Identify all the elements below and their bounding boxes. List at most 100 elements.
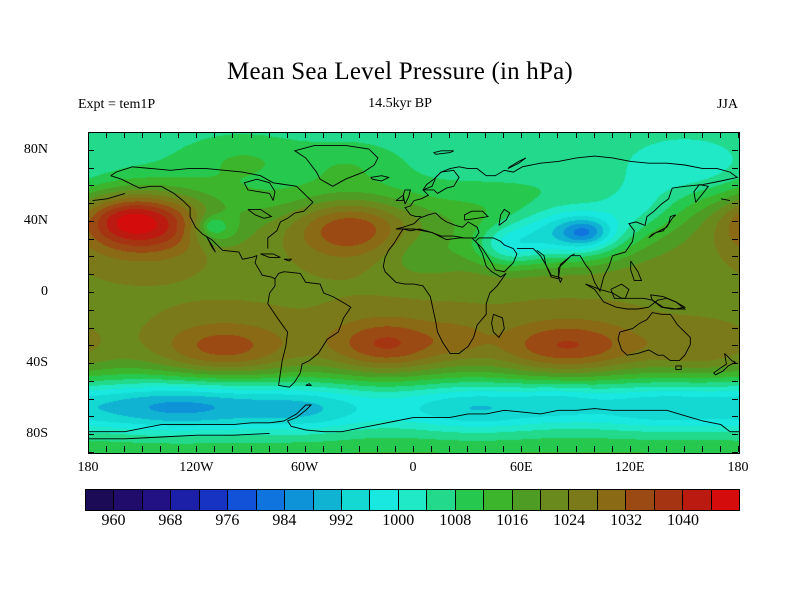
colorbar-tick-label: 1008 (439, 512, 472, 529)
coastline-path (558, 277, 562, 282)
x-axis-label: 120E (614, 460, 645, 475)
y-axis-tick (88, 132, 94, 133)
colorbar-swatch (256, 490, 286, 510)
x-axis-tick (521, 446, 523, 452)
x-axis-tick (142, 132, 144, 138)
y-axis-tick (732, 345, 738, 347)
y-axis-tick (732, 292, 738, 293)
colorbar-swatch (114, 490, 143, 510)
colorbar-swatch (484, 490, 513, 510)
coastline-path (89, 405, 739, 432)
x-axis-tick (449, 132, 451, 138)
coastline-path (93, 193, 730, 200)
x-axis-tick (683, 132, 685, 138)
coastline-path (248, 209, 272, 218)
x-axis-label: 0 (409, 460, 417, 475)
coastline-path (651, 295, 685, 309)
coastline-path (89, 433, 270, 438)
x-axis-tick (106, 446, 108, 452)
y-axis-tick (732, 363, 738, 365)
y-axis-tick (88, 452, 94, 453)
x-axis-tick (214, 446, 216, 452)
y-axis-label: 40N (23, 212, 48, 228)
colorbar-swatch (142, 490, 172, 510)
coastline-path (261, 254, 281, 258)
x-axis-tick (738, 446, 739, 452)
x-axis-tick (250, 132, 252, 138)
coastline-path (465, 211, 488, 220)
y-axis-tick (732, 256, 738, 258)
x-axis-tick (124, 132, 126, 138)
x-axis-tick (431, 132, 433, 138)
colorbar-swatch (683, 490, 712, 510)
colorbar-tick-label: 968 (158, 512, 183, 529)
y-axis-tick (732, 220, 738, 222)
x-axis-tick (593, 446, 595, 452)
x-axis-tick (503, 132, 505, 138)
coastline-path (111, 176, 275, 279)
coastline-path (631, 261, 642, 281)
x-axis-tick (232, 132, 234, 138)
coastline-path (508, 158, 526, 169)
y-axis-tick (88, 274, 94, 276)
x-axis-tick (196, 446, 198, 452)
y-axis-tick (732, 434, 738, 436)
colorbar-swatch (199, 490, 229, 510)
x-axis-tick (358, 446, 360, 452)
y-axis-tick (88, 256, 94, 258)
x-axis-tick (304, 132, 306, 138)
x-axis-tick (557, 132, 559, 138)
x-axis-tick (304, 446, 306, 452)
x-axis-tick (467, 446, 469, 452)
y-axis-tick (88, 292, 94, 293)
y-axis-label: 80S (26, 426, 48, 442)
coastline-path (111, 167, 313, 249)
x-axis-tick (719, 446, 721, 452)
coastline-path (244, 179, 275, 200)
coastline-path (206, 236, 215, 252)
x-axis-label: 180 (727, 460, 749, 475)
x-axis-tick (340, 132, 342, 138)
colorbar-swatch (569, 490, 598, 510)
season-label: JJA (716, 97, 738, 112)
x-axis-tick (322, 446, 324, 452)
x-axis-tick (449, 446, 451, 452)
x-axis-tick (413, 446, 414, 452)
x-axis-tick (485, 446, 487, 452)
colorbar-swatch (313, 490, 342, 510)
x-axis-tick (286, 132, 288, 138)
coastline-path (396, 195, 403, 200)
x-axis-tick (611, 446, 613, 452)
y-axis-tick (732, 452, 738, 453)
page-title: Mean Sea Level Pressure (in hPa) (227, 58, 573, 85)
x-axis-label: 120W (179, 460, 214, 475)
colorbar-tick-label: 1040 (667, 512, 700, 529)
colorbar-swatch (398, 490, 428, 510)
colorbar-swatch (626, 490, 655, 510)
coastline-path (676, 366, 681, 370)
pressure-field-raster (89, 133, 739, 453)
coastline-path (403, 190, 410, 204)
coastline-path (268, 272, 351, 388)
coastline-path (396, 213, 479, 238)
colorbar-swatch (455, 490, 485, 510)
y-axis-tick (732, 398, 738, 400)
coastline-path (405, 156, 737, 291)
x-axis-tick (647, 132, 649, 138)
y-axis-tick (732, 185, 738, 187)
colorbar-swatch (512, 490, 541, 510)
x-axis-tick (647, 446, 649, 452)
y-axis-tick (88, 167, 94, 169)
x-axis-tick (268, 132, 270, 138)
coastline-path (611, 284, 629, 298)
x-axis-tick (629, 446, 631, 452)
y-axis-tick (88, 380, 94, 382)
coastline-path (537, 250, 575, 277)
x-axis-tick (575, 446, 577, 452)
x-axis-tick (719, 132, 721, 138)
x-axis-tick (268, 446, 270, 452)
y-axis-tick (732, 238, 738, 240)
coastline-path (306, 384, 311, 386)
x-axis-tick (701, 446, 703, 452)
